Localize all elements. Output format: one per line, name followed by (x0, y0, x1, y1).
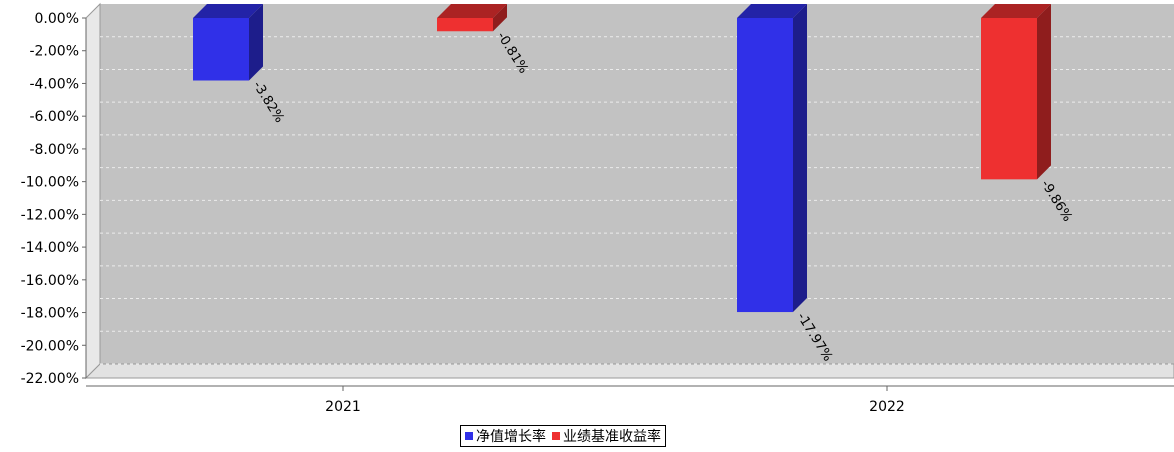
bar-side (493, 4, 507, 32)
bar-top (981, 4, 1051, 18)
chart-legend: 净值增长率 业绩基准收益率 (460, 425, 666, 447)
y-tick-label: -6.00% (29, 109, 79, 125)
x-tick-label: 2021 (325, 399, 361, 415)
y-tick-label: -10.00% (21, 175, 79, 191)
bar-top (193, 4, 263, 18)
bar-front (981, 18, 1037, 180)
y-tick-label: 0.00% (35, 11, 79, 27)
bar-top (737, 4, 807, 18)
plot-left-wall (85, 2, 101, 380)
legend-swatch-series-1 (465, 432, 473, 440)
bar-side (249, 4, 263, 81)
y-tick-label: -14.00% (21, 240, 79, 256)
legend-item-series-2: 业绩基准收益率 (552, 426, 661, 446)
plot-floor (84, 363, 1174, 379)
legend-swatch-series-2 (552, 432, 560, 440)
y-tick-label: -20.00% (21, 338, 79, 354)
y-tick-label: -4.00% (29, 76, 79, 92)
bar-top (437, 4, 507, 18)
y-tick-label: -12.00% (21, 207, 79, 223)
x-tick-label: 2022 (869, 399, 905, 415)
bar-side (793, 4, 807, 313)
bar-side (1037, 4, 1051, 180)
bar-front (193, 18, 249, 81)
bar-front (437, 18, 493, 32)
y-tick-label: -18.00% (21, 306, 79, 322)
y-tick-label: -22.00% (21, 371, 79, 387)
legend-label-series-2: 业绩基准收益率 (563, 429, 661, 445)
y-tick-label: -8.00% (29, 142, 79, 158)
y-tick-label: -16.00% (21, 273, 79, 289)
bar-front (737, 18, 793, 313)
legend-item-series-1: 净值增长率 (465, 426, 546, 446)
y-tick-label: -2.00% (29, 44, 79, 60)
legend-label-series-1: 净值增长率 (476, 429, 546, 445)
